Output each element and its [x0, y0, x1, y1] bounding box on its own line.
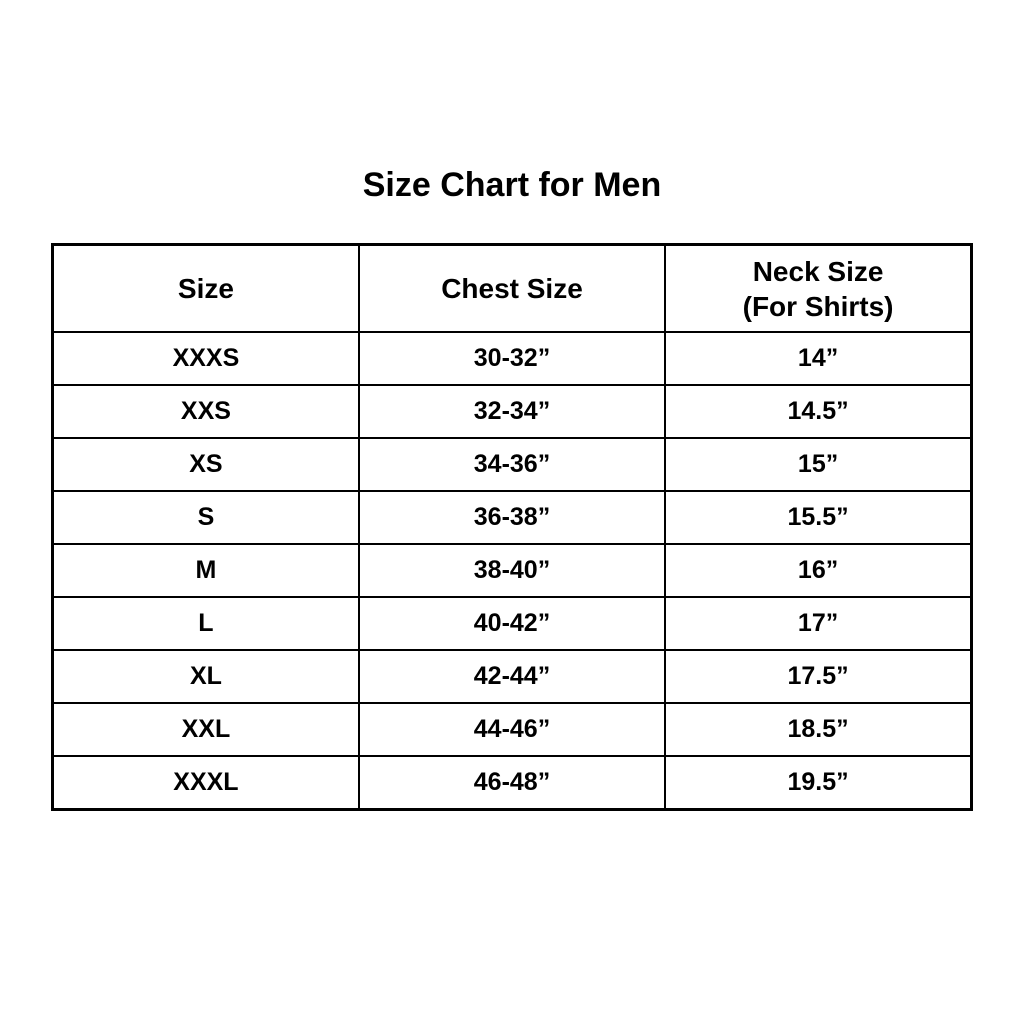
chest-size-cell: 42-44” — [357, 649, 667, 704]
table-row: XXXL 46-48” 19.5” — [51, 755, 973, 811]
chest-size-cell: 32-34” — [357, 384, 667, 439]
size-cell: XXL — [51, 702, 360, 757]
column-header-neck-label: Neck Size — [752, 255, 884, 287]
neck-size-cell: 17.5” — [664, 649, 973, 704]
column-header-size: Size — [51, 243, 360, 333]
neck-size-cell: 19.5” — [664, 755, 973, 811]
neck-size-cell: 14” — [664, 331, 973, 386]
size-cell: M — [51, 543, 360, 598]
size-cell: XL — [51, 649, 360, 704]
size-cell: XS — [51, 437, 360, 492]
table-row: XXS 32-34” 14.5” — [51, 384, 973, 439]
neck-size-cell: 15.5” — [664, 490, 973, 545]
neck-size-cell: 14.5” — [664, 384, 973, 439]
column-header-neck-size: Neck Size (For Shirts) — [664, 243, 973, 333]
table-row: L 40-42” 17” — [51, 596, 973, 651]
header-row: Size Chest Size Neck Size (For Shirts) — [51, 243, 973, 333]
column-header-neck-sublabel: (For Shirts) — [742, 290, 894, 322]
neck-size-cell: 18.5” — [664, 702, 973, 757]
column-header-chest-label: Chest Size — [441, 273, 583, 304]
chest-size-cell: 40-42” — [357, 596, 667, 651]
column-header-size-label: Size — [177, 273, 234, 304]
neck-size-cell: 15” — [664, 437, 973, 492]
neck-size-cell: 16” — [664, 543, 973, 598]
table-row: XXXS 30-32” 14” — [51, 331, 973, 386]
chest-size-cell: 46-48” — [357, 755, 667, 811]
page-title: Size Chart for Men — [362, 166, 662, 204]
chest-size-cell: 38-40” — [357, 543, 667, 598]
column-header-chest-size: Chest Size — [357, 243, 667, 333]
chest-size-cell: 34-36” — [357, 437, 667, 492]
size-cell: L — [51, 596, 360, 651]
size-cell: XXS — [51, 384, 360, 439]
neck-size-cell: 17” — [664, 596, 973, 651]
size-chart-table: Size Chest Size Neck Size (For Shirts) X… — [51, 243, 973, 811]
table-row: XXL 44-46” 18.5” — [51, 702, 973, 757]
table-row: XL 42-44” 17.5” — [51, 649, 973, 704]
table-row: XS 34-36” 15” — [51, 437, 973, 492]
table-header: Size Chest Size Neck Size (For Shirts) — [51, 243, 973, 333]
table-body: XXXS 30-32” 14” XXS 32-34” 14.5” XS 34-3… — [51, 331, 973, 811]
size-cell: S — [51, 490, 360, 545]
table-row: S 36-38” 15.5” — [51, 490, 973, 545]
size-cell: XXXL — [51, 755, 360, 811]
chest-size-cell: 36-38” — [357, 490, 667, 545]
chest-size-cell: 44-46” — [357, 702, 667, 757]
chest-size-cell: 30-32” — [357, 331, 667, 386]
table-row: M 38-40” 16” — [51, 543, 973, 598]
size-cell: XXXS — [51, 331, 360, 386]
